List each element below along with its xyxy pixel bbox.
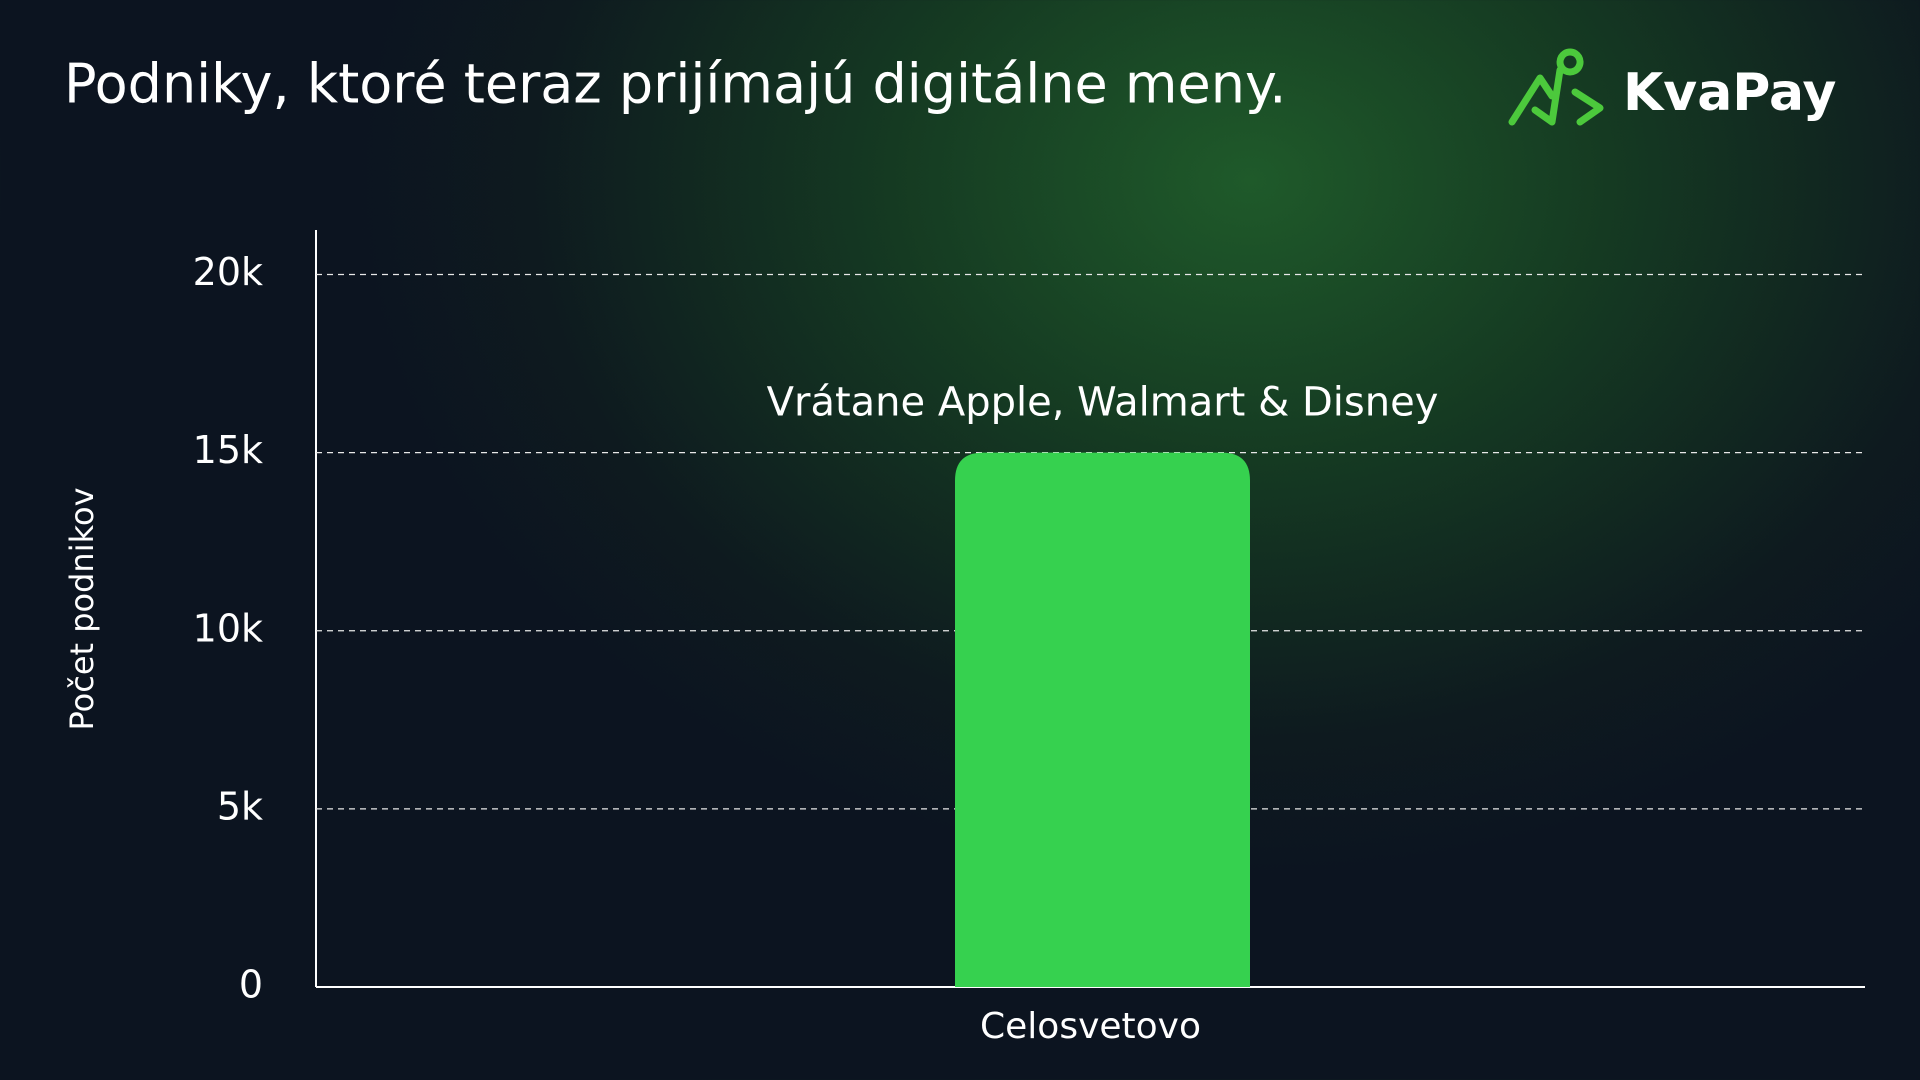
y-tick-label: 20k [193, 250, 263, 294]
bar [955, 452, 1250, 987]
y-tick-label: 10k [193, 606, 263, 650]
y-tick-label: 0 [239, 963, 263, 1007]
y-axis-label: Počet podnikov [63, 487, 101, 730]
chart-title: Podniky, ktoré teraz prijímajú digitálne… [64, 53, 1286, 116]
logo: KvaPay [1508, 48, 1836, 126]
annotation: Vrátane Apple, Walmart & Disney [767, 380, 1439, 426]
y-tick-label: 15k [193, 428, 263, 472]
logo-text: KvaPay [1623, 63, 1836, 123]
x-tick-label: Celosvetovo [980, 1006, 1201, 1047]
logo-icon [1508, 48, 1604, 126]
y-tick-label: 5k [217, 784, 263, 828]
